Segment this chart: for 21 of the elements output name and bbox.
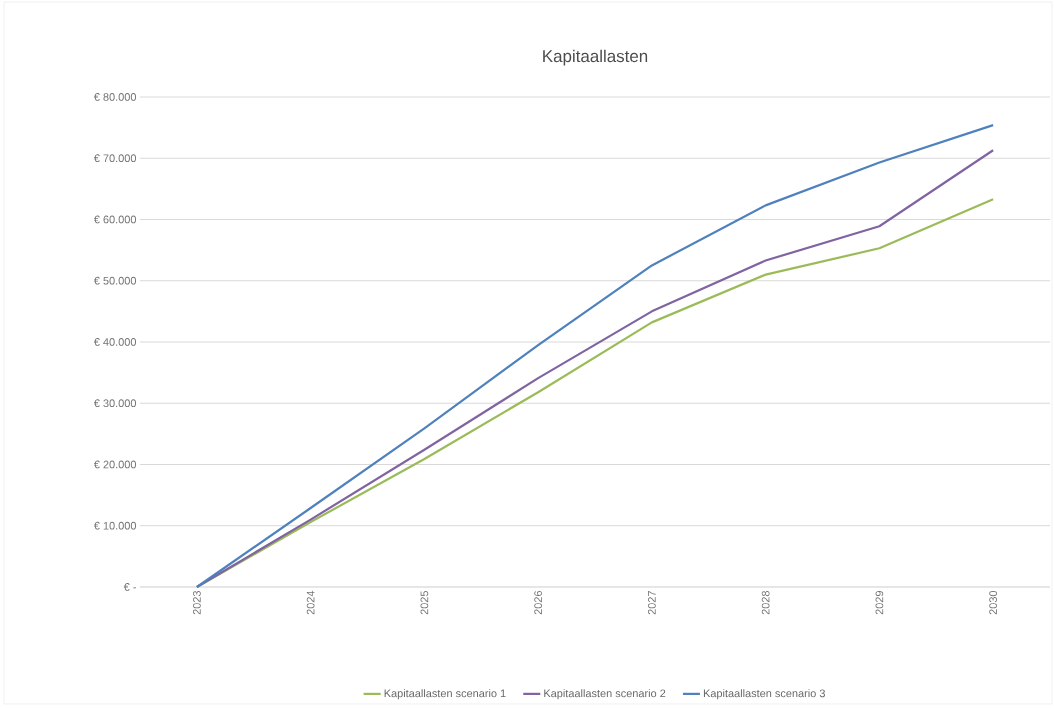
legend-label: Kapitaallasten scenario 3 — [703, 689, 825, 700]
x-tick-label: 2028 — [761, 591, 770, 615]
y-tick-label: € 50.000 — [93, 276, 137, 285]
x-tick-label: 2030 — [989, 590, 998, 615]
y-tick-label: € - — [123, 583, 136, 591]
x-tick-label: 2023 — [193, 591, 201, 615]
y-tick-label: € 20.000 — [93, 460, 137, 469]
y-tick-label: € 10.000 — [93, 521, 137, 530]
y-tick-label: € 60.000 — [93, 215, 137, 224]
y-tick-label: € 30.000 — [93, 399, 137, 408]
x-tick-label: 2027 — [648, 591, 656, 615]
x-tick-label: 2026 — [534, 591, 543, 615]
y-tick-label: € 80.000 — [93, 93, 137, 101]
y-tick-label: € 40.000 — [93, 338, 137, 346]
chart-title: Kapitaallasten — [543, 49, 648, 66]
legend-label: Kapitaallasten scenario 1 — [384, 689, 506, 700]
legend-label: Kapitaallasten scenario 2 — [544, 689, 666, 700]
x-tick-label: 2029 — [875, 591, 884, 615]
x-tick-label: 2024 — [306, 590, 315, 615]
y-tick-label: € 70.000 — [93, 154, 137, 163]
x-tick-label: 2025 — [420, 590, 429, 615]
